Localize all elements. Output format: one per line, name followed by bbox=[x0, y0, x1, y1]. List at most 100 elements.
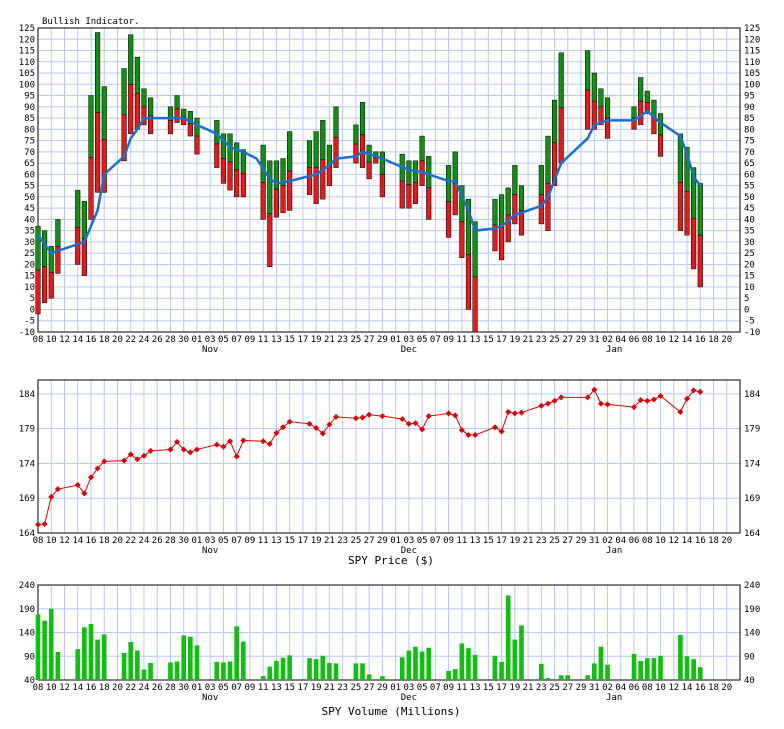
indicator-bar-up bbox=[313, 131, 319, 168]
x-tick-label: 05 bbox=[417, 536, 428, 546]
x-month-label: Nov bbox=[202, 345, 218, 355]
volume-bar bbox=[472, 654, 478, 680]
indicator-bar-up bbox=[320, 120, 326, 160]
price-point bbox=[644, 397, 651, 404]
indicator-bar-down bbox=[227, 161, 233, 191]
volume-bar bbox=[426, 647, 432, 680]
x-tick-label: 29 bbox=[377, 536, 388, 546]
y-tick-label-left: 164 bbox=[19, 529, 35, 539]
price-point bbox=[266, 440, 273, 447]
indicator-bar-up bbox=[644, 90, 650, 103]
indicator-bar-down bbox=[373, 157, 379, 164]
x-tick-label: 17 bbox=[297, 683, 308, 693]
volume-bar bbox=[598, 646, 604, 680]
price-point bbox=[220, 443, 227, 450]
volume-bar bbox=[181, 635, 187, 680]
price-point bbox=[240, 437, 247, 444]
y-tick-label-right: 179 bbox=[744, 425, 760, 435]
spy-price-label: SPY Price ($) bbox=[348, 554, 434, 567]
x-tick-label: 18 bbox=[708, 536, 719, 546]
indicator-bar-up bbox=[148, 97, 154, 117]
x-tick-label: 15 bbox=[483, 536, 494, 546]
indicator-bar-up bbox=[234, 142, 240, 171]
volume-bar bbox=[95, 639, 100, 680]
volume-bar bbox=[353, 663, 359, 680]
indicator-bar-up bbox=[545, 135, 551, 184]
indicator-bar-down bbox=[240, 172, 246, 198]
x-tick-label: 06 bbox=[629, 335, 640, 345]
price-point bbox=[134, 456, 141, 463]
indicator-bar-down bbox=[48, 272, 54, 299]
price-point bbox=[366, 411, 373, 418]
x-tick-label: 13 bbox=[271, 683, 282, 693]
x-tick-label: 12 bbox=[668, 683, 679, 693]
indicator-bar-down bbox=[167, 120, 174, 135]
y-tick-label-left: 100 bbox=[19, 80, 35, 90]
x-tick-label: 26 bbox=[152, 683, 163, 693]
volume-bar bbox=[121, 652, 127, 680]
indicator-bar-up bbox=[538, 165, 544, 195]
y-tick-label-right: 85 bbox=[744, 114, 755, 124]
volume-bar bbox=[406, 650, 412, 680]
x-tick-label: 29 bbox=[576, 536, 587, 546]
y-tick-label-left: 65 bbox=[24, 159, 35, 169]
indicator-bar-down bbox=[691, 218, 697, 270]
x-tick-label: 25 bbox=[549, 536, 560, 546]
y-tick-label-right: 65 bbox=[744, 159, 755, 169]
x-tick-label: 10 bbox=[655, 335, 666, 345]
indicator-bar-down bbox=[134, 93, 140, 130]
indicator-bar-down bbox=[551, 142, 558, 186]
volume-bar bbox=[214, 661, 220, 680]
y-tick-label-right: 35 bbox=[744, 227, 755, 237]
price-point bbox=[650, 396, 657, 403]
plot-frame bbox=[37, 379, 741, 534]
price-point bbox=[690, 387, 697, 394]
y-tick-label-right: 5 bbox=[744, 294, 749, 304]
x-tick-label: 13 bbox=[271, 536, 282, 546]
x-tick-label: 25 bbox=[549, 683, 560, 693]
indicator-bar-up bbox=[379, 151, 385, 175]
volume-bar bbox=[499, 661, 504, 680]
indicator-bar-down bbox=[697, 234, 703, 288]
indicator-bar-down bbox=[472, 276, 478, 333]
price-point bbox=[677, 408, 684, 415]
volume-bar bbox=[492, 655, 498, 680]
y-tick-label-left: 174 bbox=[19, 459, 35, 469]
x-tick-label: 03 bbox=[205, 335, 216, 345]
price-line bbox=[37, 388, 701, 526]
volume-bar bbox=[82, 627, 87, 680]
x-tick-label: 24 bbox=[139, 335, 150, 345]
x-tick-label: 13 bbox=[470, 683, 481, 693]
x-tick-label: 13 bbox=[271, 335, 282, 345]
price-point bbox=[538, 402, 545, 409]
y-tick-label-left: 125 bbox=[19, 24, 35, 34]
price-point bbox=[167, 446, 174, 453]
indicator-bar-down bbox=[220, 158, 227, 184]
volume-bar bbox=[174, 661, 180, 680]
volume-bar bbox=[539, 663, 544, 680]
indicator-bar-up bbox=[446, 165, 452, 202]
y-tick-label-right: 70 bbox=[744, 148, 755, 158]
indicator-bar-down bbox=[273, 188, 279, 218]
x-tick-label: 12 bbox=[59, 683, 70, 693]
indicator-bar-down bbox=[101, 139, 107, 193]
x-tick-label: 23 bbox=[337, 683, 348, 693]
indicator-bar-down bbox=[320, 159, 326, 200]
x-tick-label: 03 bbox=[403, 683, 414, 693]
indicator-bar-up bbox=[55, 219, 61, 247]
x-month-label: Dec bbox=[401, 693, 417, 703]
y-tick-label-left: 95 bbox=[24, 92, 35, 102]
x-tick-label: 20 bbox=[112, 335, 123, 345]
price-point bbox=[147, 447, 154, 454]
volume-bar bbox=[565, 675, 571, 680]
indicator-bar-down bbox=[353, 143, 359, 164]
y-tick-label-right: 55 bbox=[744, 182, 755, 192]
x-tick-label: 05 bbox=[218, 536, 229, 546]
indicator-bar-down bbox=[492, 224, 498, 252]
x-tick-label: 19 bbox=[311, 335, 322, 345]
x-tick-label: 03 bbox=[205, 683, 216, 693]
indicator-bar-down bbox=[677, 182, 683, 231]
x-tick-label: 21 bbox=[324, 683, 335, 693]
x-tick-label: 20 bbox=[112, 683, 123, 693]
volume-bar bbox=[366, 674, 372, 680]
